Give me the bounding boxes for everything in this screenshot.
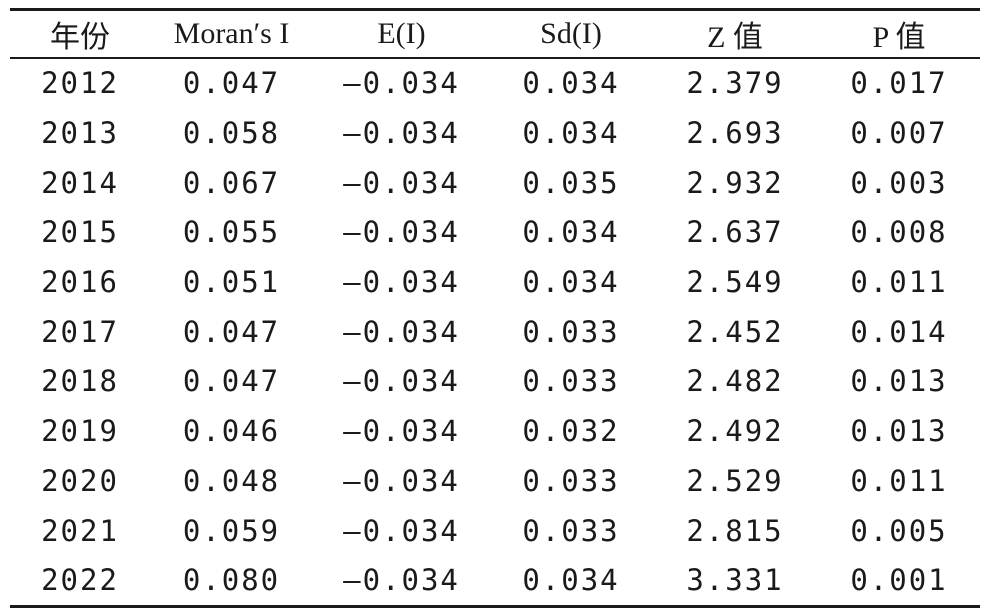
- cell-z-value: 2.693: [686, 116, 784, 151]
- cell-expected-i: —0.034: [343, 563, 460, 598]
- header-sd-i: Sd(I): [540, 17, 602, 50]
- cell-p-value: 0.017: [850, 66, 948, 101]
- table-row: 2020 0.048 —0.034 0.033 2.529 0.011: [10, 456, 980, 506]
- cell-year: 2012: [41, 66, 119, 101]
- cell-sd-i: 0.034: [522, 116, 620, 151]
- cell-p-value: 0.013: [850, 414, 948, 449]
- cell-morans-i: 0.067: [182, 165, 281, 200]
- header-year: 年份: [50, 21, 110, 54]
- cell-morans-i: 0.047: [182, 66, 281, 101]
- table-row: 2015 0.055 —0.034 0.034 2.637 0.008: [10, 208, 980, 258]
- cell-morans-i: 0.058: [182, 116, 281, 151]
- cell-sd-i: 0.034: [522, 66, 620, 101]
- cell-year: 2022: [41, 563, 119, 598]
- cell-expected-i: —0.034: [343, 165, 460, 200]
- table-row: 2013 0.058 —0.034 0.034 2.693 0.007: [10, 108, 980, 158]
- cell-morans-i: 0.046: [182, 414, 281, 449]
- cell-expected-i: —0.034: [343, 314, 460, 349]
- cell-year: 2014: [41, 165, 119, 200]
- cell-p-value: 0.008: [850, 215, 948, 250]
- cell-z-value: 2.452: [686, 314, 784, 349]
- data-table: 年份 Moran′s I E(I) Sd(I) Z 值 P 值 2012 0.04…: [10, 11, 980, 605]
- cell-p-value: 0.011: [850, 463, 948, 498]
- table-bottom-rule: [10, 605, 980, 608]
- header-z-value: Z 值: [707, 21, 763, 54]
- cell-sd-i: 0.032: [522, 414, 620, 449]
- cell-z-value: 3.331: [686, 563, 784, 598]
- table-body: 2012 0.047 —0.034 0.034 2.379 0.017 2013 0.058 —…: [10, 59, 980, 606]
- cell-p-value: 0.014: [850, 314, 948, 349]
- table-row: 2022 0.080 —0.034 0.034 3.331 0.001: [10, 555, 980, 605]
- cell-expected-i: —0.034: [343, 513, 460, 548]
- cell-sd-i: 0.033: [522, 314, 620, 349]
- cell-z-value: 2.637: [686, 215, 784, 250]
- cell-z-value: 2.492: [686, 414, 784, 449]
- table-row: 2018 0.047 —0.034 0.033 2.482 0.013: [10, 357, 980, 407]
- cell-z-value: 2.529: [686, 463, 784, 498]
- cell-z-value: 2.815: [686, 513, 784, 548]
- cell-expected-i: —0.034: [343, 265, 460, 300]
- cell-sd-i: 0.033: [522, 364, 620, 399]
- cell-expected-i: —0.034: [343, 116, 460, 151]
- cell-morans-i: 0.059: [182, 513, 281, 548]
- cell-expected-i: —0.034: [343, 215, 460, 250]
- cell-expected-i: —0.034: [343, 463, 460, 498]
- cell-expected-i: —0.034: [343, 66, 460, 101]
- cell-morans-i: 0.048: [182, 463, 281, 498]
- cell-sd-i: 0.034: [522, 563, 620, 598]
- table-row: 2017 0.047 —0.034 0.033 2.452 0.014: [10, 307, 980, 357]
- cell-sd-i: 0.033: [522, 463, 620, 498]
- cell-p-value: 0.013: [850, 364, 948, 399]
- cell-morans-i: 0.047: [182, 314, 281, 349]
- table-row: 2014 0.067 —0.034 0.035 2.932 0.003: [10, 158, 980, 208]
- cell-p-value: 0.003: [850, 165, 948, 200]
- cell-year: 2020: [41, 463, 119, 498]
- cell-p-value: 0.001: [850, 563, 948, 598]
- cell-p-value: 0.005: [850, 513, 948, 548]
- table-row: 2021 0.059 —0.034 0.033 2.815 0.005: [10, 506, 980, 556]
- cell-year: 2017: [41, 314, 119, 349]
- table-header: 年份 Moran′s I E(I) Sd(I) Z 值 P 值: [10, 11, 980, 59]
- cell-year: 2013: [41, 116, 119, 151]
- cell-morans-i: 0.047: [182, 364, 281, 399]
- cell-year: 2016: [41, 265, 119, 300]
- cell-year: 2021: [41, 513, 119, 548]
- cell-sd-i: 0.033: [522, 513, 620, 548]
- cell-z-value: 2.482: [686, 364, 784, 399]
- cell-morans-i: 0.051: [182, 265, 281, 300]
- header-p-value: P 值: [872, 21, 926, 54]
- cell-p-value: 0.011: [850, 265, 948, 300]
- cell-sd-i: 0.034: [522, 215, 620, 250]
- table-top-rule: [10, 8, 980, 11]
- header-morans-i: Moran′s I: [173, 17, 290, 50]
- cell-p-value: 0.007: [850, 116, 948, 151]
- cell-sd-i: 0.035: [522, 165, 620, 200]
- cell-year: 2019: [41, 414, 119, 449]
- cell-morans-i: 0.055: [182, 215, 281, 250]
- header-expected-i: E(I): [377, 17, 426, 50]
- cell-expected-i: —0.034: [343, 414, 460, 449]
- table-row: 2012 0.047 —0.034 0.034 2.379 0.017: [10, 59, 980, 109]
- cell-year: 2018: [41, 364, 119, 399]
- cell-sd-i: 0.034: [522, 265, 620, 300]
- cell-z-value: 2.932: [686, 165, 784, 200]
- cell-z-value: 2.379: [686, 66, 784, 101]
- table-header-rule: [10, 57, 980, 59]
- table-row: 2016 0.051 —0.034 0.034 2.549 0.011: [10, 257, 980, 307]
- cell-z-value: 2.549: [686, 265, 784, 300]
- cell-morans-i: 0.080: [182, 563, 281, 598]
- cell-year: 2015: [41, 215, 119, 250]
- table-row: 2019 0.046 —0.034 0.032 2.492 0.013: [10, 406, 980, 456]
- header-row: 年份 Moran′s I E(I) Sd(I) Z 值 P 值: [10, 11, 980, 57]
- cell-expected-i: —0.034: [343, 364, 460, 399]
- morans-i-table: 年份 Moran′s I E(I) Sd(I) Z 值 P 值 2012 0.04…: [10, 8, 980, 608]
